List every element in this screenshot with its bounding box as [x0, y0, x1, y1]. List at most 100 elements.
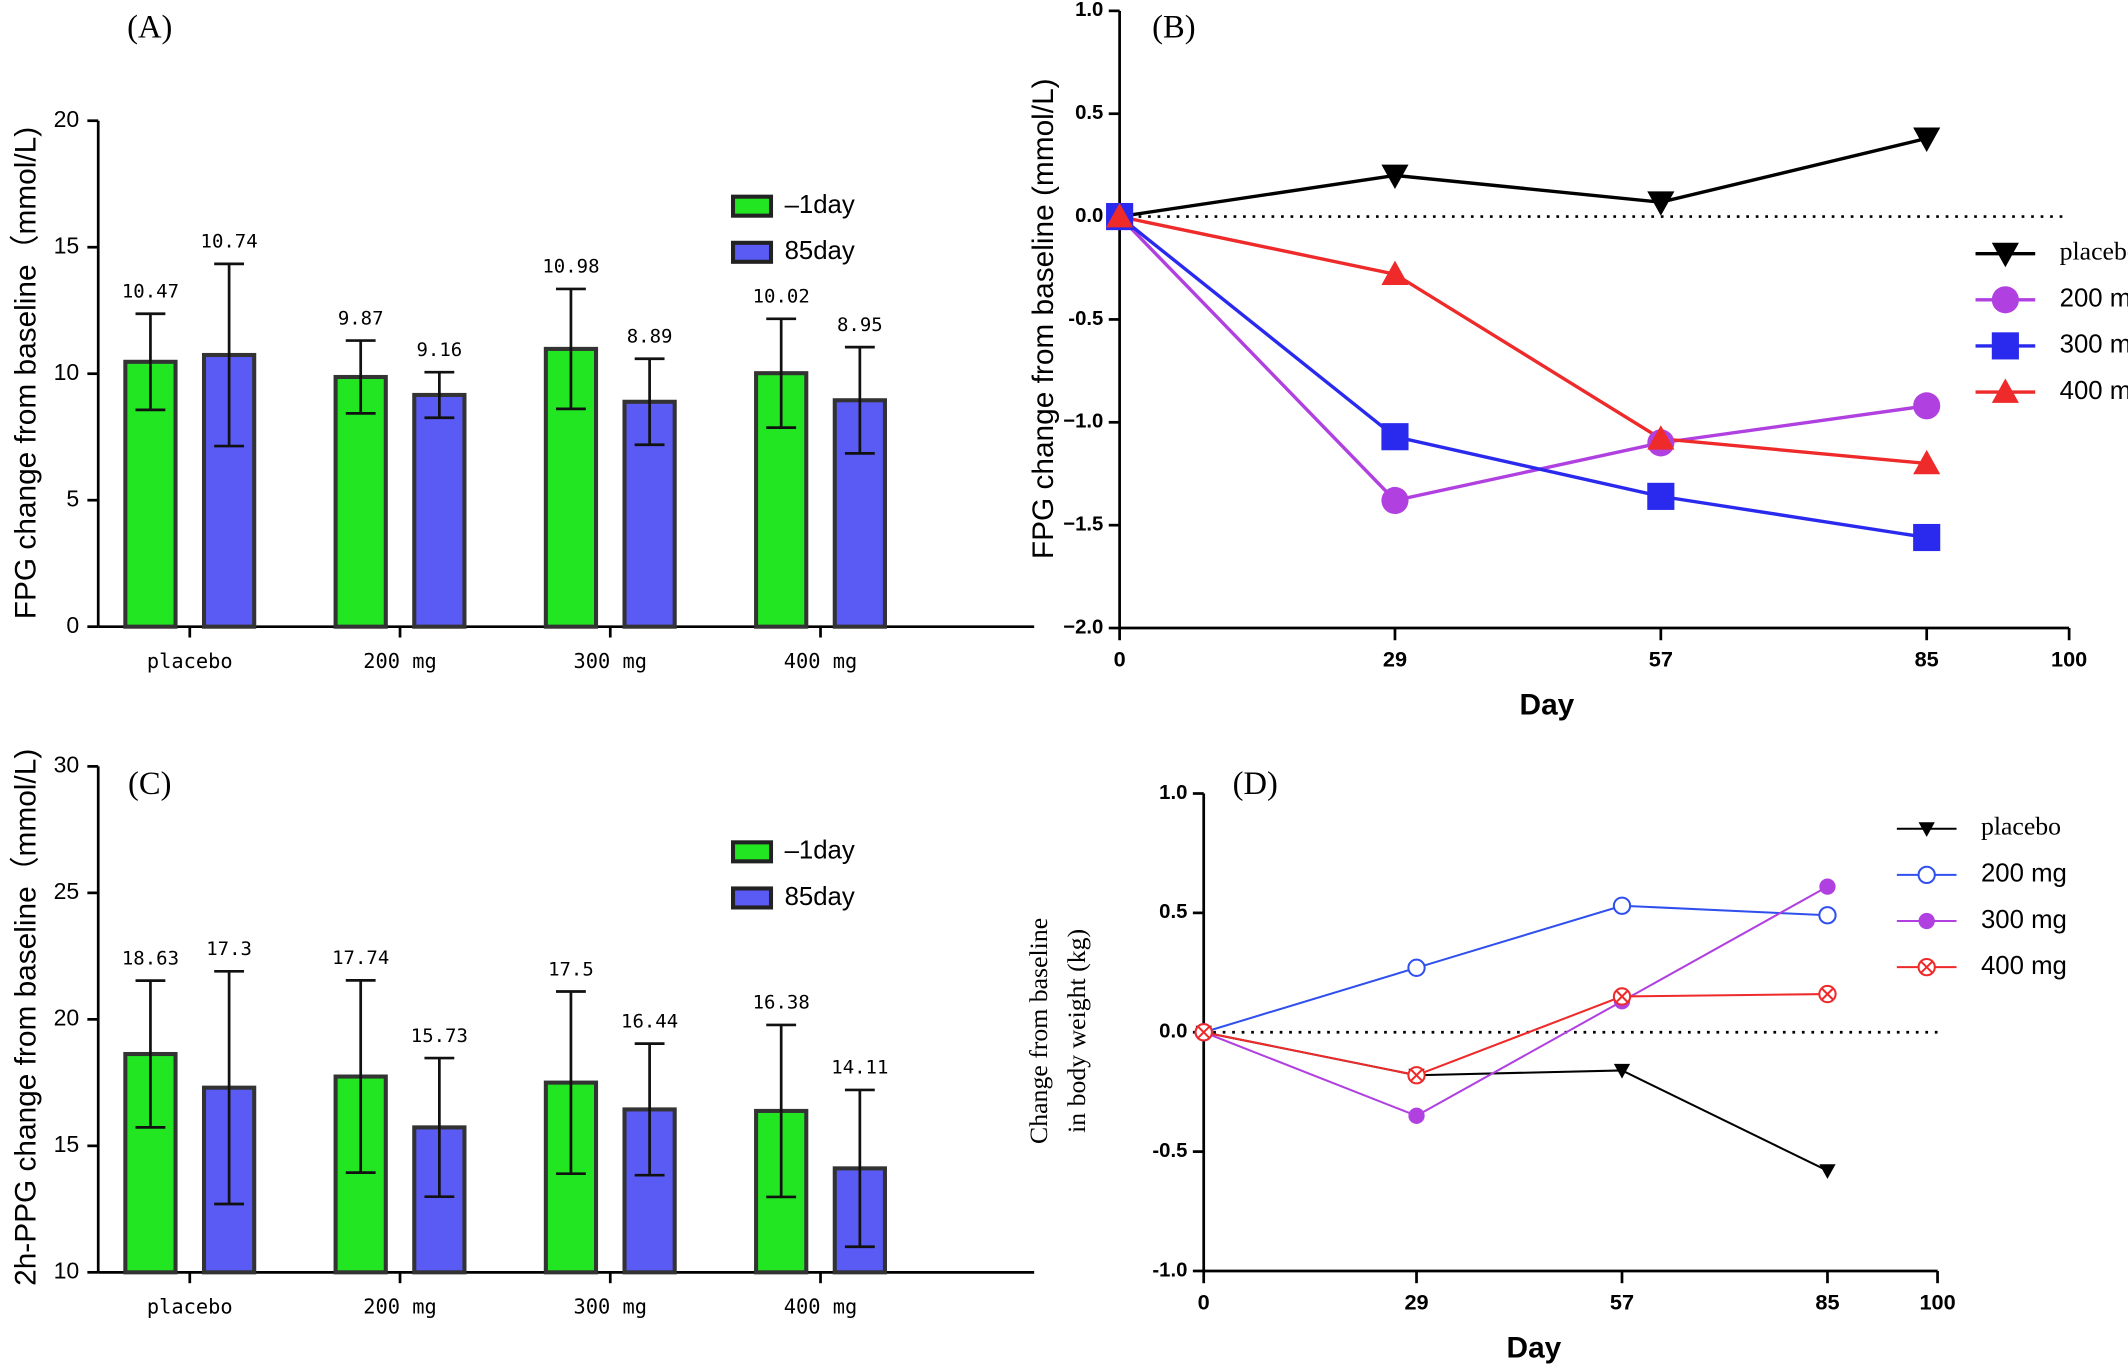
marker [1194, 1023, 1213, 1042]
data-label: 10.98 [542, 256, 599, 278]
marker [1381, 260, 1409, 286]
data-label: 16.44 [621, 1010, 678, 1032]
x-tick-label: 57 [1610, 1289, 1634, 1314]
y-tick-label: 20 [54, 106, 80, 132]
legend-label: 200 mg [2060, 285, 2128, 313]
marker [1818, 984, 1837, 1004]
error-bar [844, 1088, 875, 1249]
y-tick-label: 1.0 [1159, 782, 1187, 804]
x-axis-title: Day [1520, 689, 1575, 722]
y-tick-label: 0.5 [1159, 901, 1187, 923]
x-tick-label: 200 mg [363, 1295, 436, 1319]
legend-marker [1918, 912, 1935, 930]
data-label: 10.02 [753, 286, 810, 308]
legend-label: 85day [785, 237, 855, 265]
y-tick-label: 25 [54, 878, 80, 904]
marker [1408, 1107, 1425, 1124]
error-bar [556, 287, 586, 411]
x-tick-label: 400 mg [784, 1295, 857, 1319]
y-tick-label: 5 [66, 485, 79, 511]
marker-cross [1197, 1025, 1211, 1039]
y-tick-label: 10 [54, 359, 80, 385]
data-label: 17.74 [332, 947, 389, 969]
legend-label: –1day [785, 191, 855, 219]
marker [1407, 958, 1426, 977]
series-line [1203, 904, 1828, 1034]
marker [1613, 1063, 1631, 1079]
data-label: 9.87 [338, 307, 384, 329]
marker [1381, 486, 1409, 515]
marker [1612, 987, 1632, 1006]
marker [1381, 423, 1409, 451]
y-tick-label: 10 [54, 1257, 80, 1283]
legend-marker [1917, 865, 1936, 885]
legend-label: 300 mg [2060, 331, 2128, 359]
data-label: 9.16 [417, 339, 463, 361]
error-bar [634, 1042, 665, 1177]
y-tick-label: 15 [54, 232, 80, 258]
error-bar [214, 969, 245, 1206]
panel-label: (A) [127, 9, 172, 45]
marker-cross [1615, 990, 1629, 1003]
legend-marker [1917, 957, 1936, 977]
marker-cross [1920, 960, 1934, 974]
legend-marker [1991, 332, 2019, 360]
error-bar [766, 317, 797, 429]
bar [412, 392, 467, 629]
marker [1913, 392, 1941, 420]
y-axis-title: FPG change from baseline (mmol/L) [1027, 78, 1060, 559]
series-line [1118, 215, 1927, 540]
y-tick-label: 1.0 [1075, 0, 1103, 21]
y-axis-title: Change from baseline [1024, 918, 1053, 1144]
legend-swatch [730, 240, 774, 264]
x-tick-label: 400 mg [784, 649, 857, 673]
x-tick-label: 200 mg [363, 649, 436, 673]
data-label: 8.95 [837, 314, 883, 336]
data-label: 18.63 [122, 947, 179, 969]
x-tick-label: 57 [1649, 646, 1673, 671]
series-line [1203, 885, 1828, 1117]
y-tick-label: -0.5 [1068, 308, 1103, 330]
marker [1106, 203, 1134, 228]
marker [1381, 164, 1409, 189]
error-bar [424, 370, 455, 420]
legend-label: placebo [2060, 237, 2128, 266]
legend-swatch [730, 886, 774, 910]
series-line [1119, 214, 1927, 466]
legend-label: –1day [785, 837, 855, 865]
error-bar [135, 312, 166, 412]
x-tick-label: 100 [1919, 1289, 1955, 1314]
x-axis-title: Day [1507, 1332, 1562, 1365]
x-tick-label: 0 [1114, 646, 1126, 671]
data-label: 10.47 [122, 281, 179, 303]
panel-label: (C) [128, 766, 171, 802]
marker [1612, 896, 1632, 915]
legend-marker [1991, 242, 2019, 268]
legend-label: placebo [1981, 812, 2061, 841]
error-bar [345, 979, 376, 1175]
y-tick-label: −2.0 [1063, 616, 1103, 638]
x-tick-label: 85 [1815, 1289, 1839, 1314]
error-bar [766, 1023, 797, 1199]
x-tick-label: 300 mg [574, 649, 647, 673]
marker-cross [1821, 987, 1834, 1001]
y-tick-label: −1.5 [1063, 514, 1103, 536]
y-tick-label: −1.0 [1063, 411, 1103, 433]
marker [1647, 425, 1675, 450]
marker [1819, 878, 1836, 895]
x-tick-label: 29 [1383, 646, 1407, 671]
error-bar [844, 345, 875, 455]
series-line [1203, 993, 1828, 1077]
x-tick-label: 300 mg [574, 1295, 647, 1319]
data-label: 17.3 [206, 938, 252, 960]
marker [1819, 1164, 1836, 1179]
y-tick-label: 0.0 [1159, 1021, 1187, 1043]
x-tick-label: 100 [2051, 646, 2087, 671]
data-label: 8.89 [627, 326, 673, 348]
data-label: 10.74 [201, 231, 258, 253]
y-tick-label: 20 [54, 1004, 80, 1030]
y-tick-label: -0.5 [1152, 1140, 1187, 1162]
legend-marker [1918, 822, 1935, 837]
x-tick-label: 85 [1915, 646, 1939, 671]
error-bar [424, 1056, 455, 1199]
